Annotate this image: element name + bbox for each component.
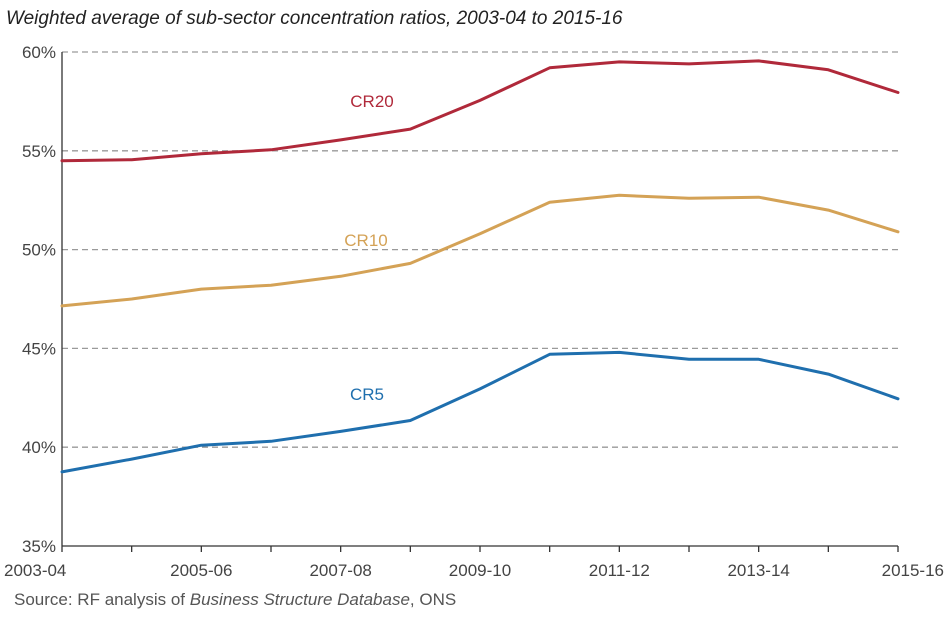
series-line-cr5 <box>60 350 900 474</box>
y-tick-label: 35% <box>22 537 56 556</box>
y-axis-tick-labels: 35% 40% 45% 50% 55% 60% <box>22 43 56 556</box>
series-labels: CR20 CR10 CR5 <box>344 92 393 404</box>
y-tick-label: 50% <box>22 241 56 260</box>
chart-source: Source: RF analysis of Business Structur… <box>14 590 456 610</box>
x-tick-label: 2007-08 <box>309 561 371 580</box>
source-publication: Business Structure Database <box>189 590 410 609</box>
axes <box>61 52 899 552</box>
series-label-cr5: CR5 <box>350 385 384 404</box>
series-lines <box>60 59 900 474</box>
series-line-cr20 <box>60 59 900 163</box>
source-prefix: Source: RF analysis of <box>14 590 190 609</box>
y-tick-label: 45% <box>22 339 56 358</box>
x-tick-label: 2009-10 <box>449 561 511 580</box>
x-tick-label: 2013-14 <box>727 561 789 580</box>
y-tick-label: 60% <box>22 43 56 62</box>
y-tick-label: 40% <box>22 438 56 457</box>
x-tick-label: 2005-06 <box>170 561 232 580</box>
x-tick-label: 2003-04 <box>4 561 66 580</box>
line-chart: 35% 40% 45% 50% 55% 60% 2003-04 2005-06 2007-08… <box>4 43 944 580</box>
source-suffix: , ONS <box>409 590 457 609</box>
series-line-cr10 <box>60 193 900 308</box>
x-tick-label: 2011-12 <box>589 561 650 580</box>
series-label-cr20: CR20 <box>350 92 393 111</box>
y-tick-label: 55% <box>22 142 56 161</box>
chart-title: Weighted average of sub-sector concentra… <box>6 8 623 29</box>
series-label-cr10: CR10 <box>344 231 387 250</box>
x-tick-label: 2015-16 <box>882 561 944 580</box>
x-axis-tick-labels: 2003-04 2005-06 2007-08 2009-10 2011-12 2013-… <box>4 561 944 580</box>
